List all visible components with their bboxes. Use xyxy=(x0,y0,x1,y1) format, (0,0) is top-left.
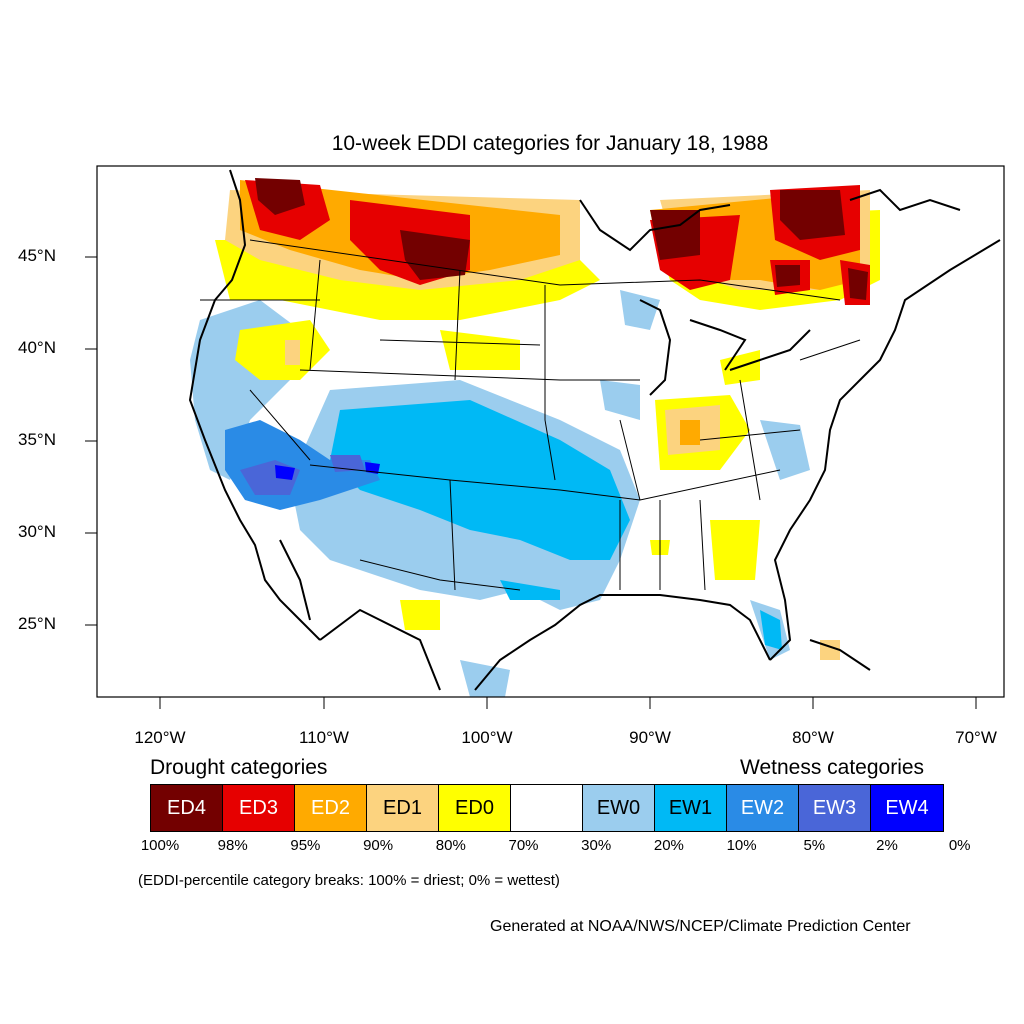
coastlines xyxy=(188,169,1001,691)
break-label: 10% xyxy=(726,837,757,854)
break-label: 98% xyxy=(217,837,248,854)
legend-swatch-neutral xyxy=(511,785,583,831)
break-label: 2% xyxy=(876,837,898,854)
break-label: 95% xyxy=(290,837,321,854)
wetness-heading: Wetness categories xyxy=(740,756,925,779)
state-boundaries xyxy=(200,239,861,591)
lat-label-30: 30°N xyxy=(18,522,56,541)
legend-swatch-ew4: EW4 xyxy=(871,785,943,831)
drought-heading: Drought categories xyxy=(150,756,328,779)
legend-swatch-ed4: ED4 xyxy=(151,785,223,831)
break-label: 90% xyxy=(363,837,394,854)
legend-swatch-ed1: ED1 xyxy=(367,785,439,831)
break-label: 80% xyxy=(435,837,466,854)
break-label: 20% xyxy=(653,837,684,854)
lat-label-35: 35°N xyxy=(18,430,56,449)
category-legend: ED4 ED3 ED2 ED1 ED0 EW0 EW1 EW2 EW3 EW4 xyxy=(150,784,944,832)
map-title: 10-week EDDI categories for January 18, … xyxy=(331,132,769,155)
legend-swatch-ew2: EW2 xyxy=(727,785,799,831)
credit-line: Generated at NOAA/NWS/NCEP/Climate Predi… xyxy=(490,918,911,935)
legend-swatch-ed0: ED0 xyxy=(439,785,511,831)
legend-swatch-ew3: EW3 xyxy=(799,785,871,831)
break-label: 100% xyxy=(140,837,180,854)
break-label: 30% xyxy=(581,837,612,854)
lon-label-70: 70°W xyxy=(955,728,997,747)
lon-label-110: 110°W xyxy=(299,728,349,747)
legend-swatch-ed2: ED2 xyxy=(295,785,367,831)
lon-label-90: 90°W xyxy=(629,728,671,747)
legend-swatch-ew1: EW1 xyxy=(655,785,727,831)
lat-label-40: 40°N xyxy=(18,338,56,357)
break-label: 5% xyxy=(803,837,826,854)
legend-swatch-ew0: EW0 xyxy=(583,785,655,831)
map-frame xyxy=(96,165,1005,698)
ew1-regions xyxy=(330,400,782,650)
lon-ticks xyxy=(159,697,977,709)
lon-label-120: 120°W xyxy=(134,728,186,747)
break-label: 0% xyxy=(948,837,971,854)
ed4-regions xyxy=(255,178,868,300)
lat-label-45: 45°N xyxy=(18,246,56,265)
lat-ticks xyxy=(85,256,97,626)
lat-label-25: 25°N xyxy=(18,614,56,633)
breaks-note: (EDDI-percentile category breaks: 100% =… xyxy=(138,872,560,889)
lon-label-100: 100°W xyxy=(461,728,513,747)
break-label: 70% xyxy=(508,837,539,854)
legend-swatch-ed3: ED3 xyxy=(223,785,295,831)
lon-label-80: 80°W xyxy=(792,728,834,747)
